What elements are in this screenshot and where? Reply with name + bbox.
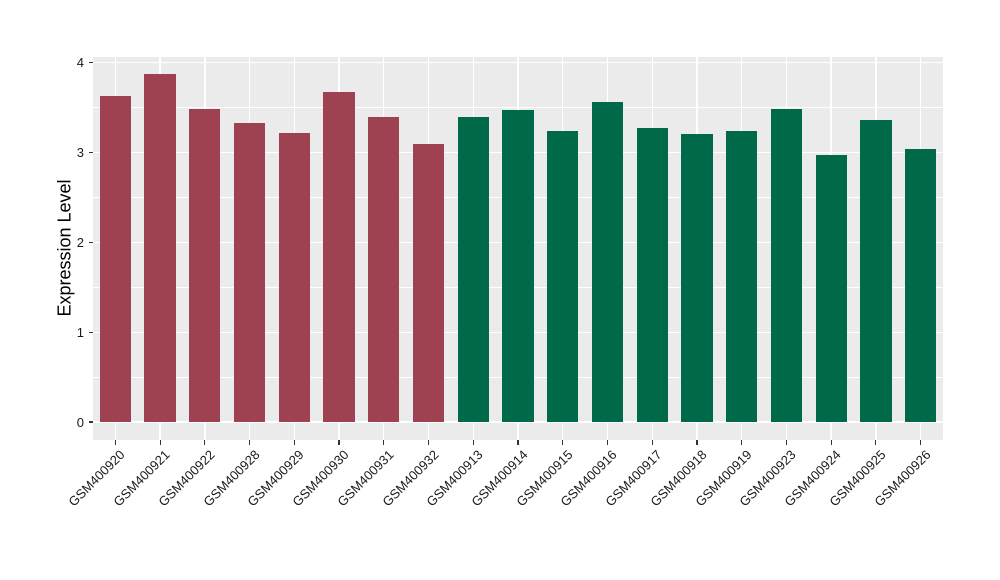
x-tick-mark [785, 440, 787, 445]
y-tick-mark [88, 421, 93, 423]
bar-GSM400925 [860, 120, 892, 422]
x-tick-mark [562, 440, 564, 445]
bar-GSM400916 [591, 102, 624, 422]
y-tick-label: 1 [76, 324, 84, 340]
x-tick-mark [830, 440, 832, 445]
bar-GSM400918 [681, 133, 713, 422]
y-tick-label: 3 [76, 145, 84, 161]
x-tick-mark [248, 440, 251, 445]
bar-GSM400919 [726, 131, 758, 422]
bar-GSM400931 [368, 116, 400, 422]
y-tick-label: 0 [76, 414, 84, 430]
x-tick-mark [920, 440, 922, 445]
x-tick-mark [696, 440, 698, 445]
x-tick-mark [383, 440, 385, 445]
bar-GSM400922 [189, 109, 221, 422]
x-tick-mark [606, 440, 609, 445]
y-tick-mark [88, 62, 93, 64]
bar-GSM400924 [815, 155, 847, 422]
x-tick-mark [875, 440, 877, 445]
y-tick-mark [88, 152, 93, 154]
y-tick-mark [88, 241, 93, 243]
y-tick-label: 4 [76, 55, 84, 71]
bar-GSM400914 [502, 110, 534, 422]
y-tick-label: 2 [76, 234, 84, 250]
x-tick-mark [159, 440, 161, 445]
bar-GSM400921 [144, 73, 176, 422]
plot-panel [93, 57, 943, 440]
bar-GSM400932 [412, 143, 445, 422]
bar-GSM400920 [99, 96, 131, 422]
x-tick-mark [472, 440, 474, 445]
bar-GSM400928 [233, 122, 266, 422]
x-tick-mark [204, 440, 206, 445]
x-tick-mark [114, 440, 116, 445]
bar-GSM400929 [278, 132, 310, 422]
x-tick-mark [651, 440, 653, 445]
bar-GSM400917 [636, 128, 668, 422]
x-tick-mark [338, 440, 340, 445]
bar-GSM400913 [457, 116, 489, 422]
y-tick-mark [88, 331, 93, 333]
x-tick-mark [517, 440, 519, 445]
x-tick-mark [293, 440, 295, 445]
bar-GSM400923 [770, 109, 803, 422]
bar-GSM400930 [323, 92, 355, 422]
bar-GSM400915 [547, 131, 579, 422]
x-tick-mark [427, 440, 430, 445]
x-tick-mark [741, 440, 743, 445]
bar-GSM400926 [904, 149, 937, 422]
